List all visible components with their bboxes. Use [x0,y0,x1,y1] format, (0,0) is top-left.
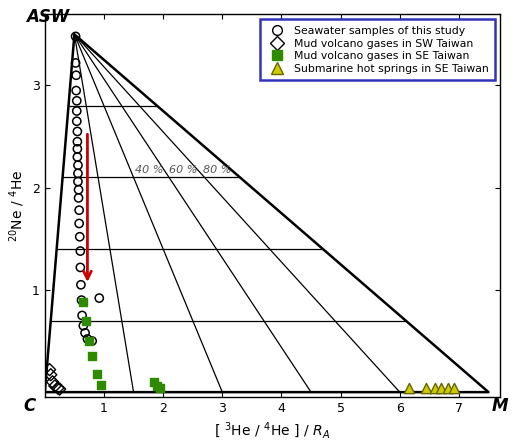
Point [88,353,96,360]
Point [150,378,158,385]
Text: ASW: ASW [26,8,70,26]
Text: 80 %: 80 % [203,165,231,175]
Point [83,336,91,343]
Point [45,366,54,373]
Point [73,108,81,115]
Point [77,281,85,289]
Point [72,72,80,79]
Point [79,298,87,306]
Point [79,322,87,329]
Point [56,385,64,392]
Point [74,170,82,177]
Point [405,384,413,392]
Point [46,371,55,378]
Point [74,186,83,193]
Point [450,384,458,392]
Point [73,118,81,125]
Point [73,97,81,104]
Point [93,370,101,377]
Point [72,60,80,67]
Point [72,87,80,94]
Point [444,384,453,392]
Legend: Seawater samples of this study, Mud volcano gases in SW Taiwan, Mud volcano gase: Seawater samples of this study, Mud volc… [260,19,495,81]
Point [54,384,62,392]
Point [81,329,89,336]
Point [153,383,162,390]
X-axis label: $[\ ^{3}\mathrm{He}\ /\ ^{4}\mathrm{He}\ ]\ /\ R_A$: $[\ ^{3}\mathrm{He}\ /\ ^{4}\mathrm{He}\… [215,421,331,441]
Text: 60 %: 60 % [169,165,198,175]
Point [76,247,85,254]
Point [82,317,90,324]
Point [74,162,82,169]
Point [422,384,430,392]
Point [51,383,59,390]
Point [73,153,82,160]
Point [85,337,93,345]
Point [156,384,164,392]
Point [73,145,82,152]
Point [77,297,86,304]
Y-axis label: $^{20}\mathrm{Ne}\ /\ ^{4}\mathrm{He}$: $^{20}\mathrm{Ne}\ /\ ^{4}\mathrm{He}$ [7,169,26,242]
Point [76,264,85,271]
Text: C: C [24,397,36,415]
Point [76,233,84,240]
Text: M: M [491,397,508,415]
Point [49,378,57,385]
Point [431,384,440,392]
Point [437,384,445,392]
Point [74,178,82,185]
Text: 40 %: 40 % [135,165,164,175]
Point [95,294,103,302]
Point [97,381,105,388]
Point [72,33,80,40]
Point [75,220,83,227]
Point [73,128,82,135]
Point [78,312,86,319]
Point [88,337,96,345]
Point [74,194,83,202]
Point [73,138,82,145]
Point [75,207,83,214]
